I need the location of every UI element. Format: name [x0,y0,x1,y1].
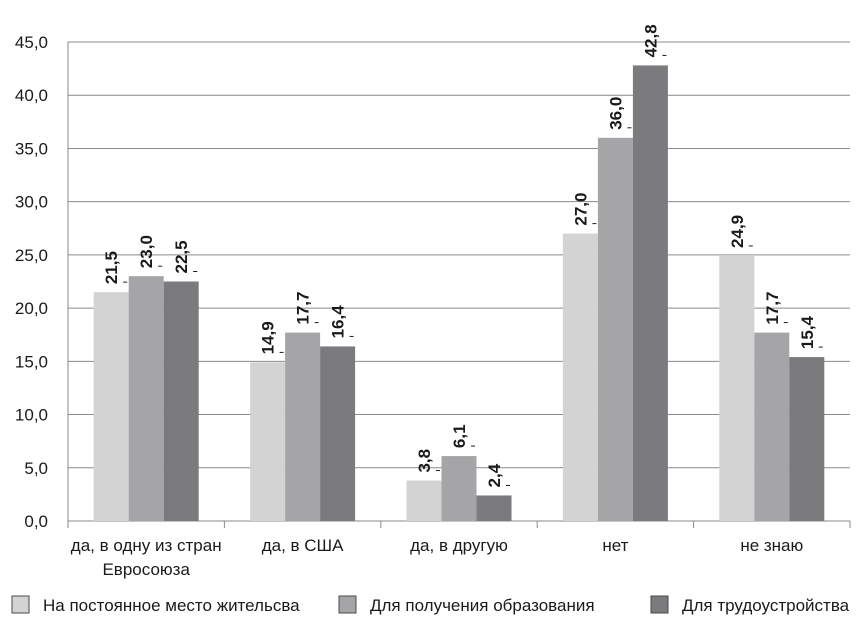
data-label: 17,7 [763,291,782,324]
legend-label: Для получения образования [370,596,595,615]
x-category-label: не знаю [740,536,803,555]
x-category-label: Евросоюза [102,560,190,579]
y-tick-label: 0,0 [24,512,48,531]
data-label: 22,5 [172,240,191,273]
bar [128,276,164,521]
bar [597,137,633,522]
y-tick-label: 25,0 [15,246,48,265]
data-label: 14,9 [259,321,278,354]
bar [285,332,321,521]
legend-swatch [11,595,30,614]
bar [250,362,286,521]
legend-label: На постоянное место жительсва [43,596,300,615]
y-tick-label: 10,0 [15,406,48,425]
x-category-label: нет [602,536,628,555]
y-tick-label: 40,0 [15,86,48,105]
data-label: 16,4 [329,305,348,339]
legend-swatch [338,595,357,614]
bar [562,233,598,521]
bar [93,292,129,521]
y-tick-label: 20,0 [15,299,48,318]
bar [441,456,477,521]
x-category-label: да, в другую [410,536,508,555]
legend-swatch [650,595,669,614]
y-tick-label: 45,0 [15,33,48,52]
bar [719,255,755,521]
data-label: 15,4 [798,315,817,349]
bar [163,281,199,521]
data-label: 21,5 [102,251,121,284]
y-tick-label: 35,0 [15,139,48,158]
bar [406,480,442,521]
y-tick-label: 5,0 [24,459,48,478]
bar [789,357,825,521]
data-label: 27,0 [571,193,590,226]
data-label: 17,7 [294,291,313,324]
x-category-label: да, в одну из стран [71,536,222,555]
data-label: 3,8 [415,449,434,473]
data-label: 2,4 [485,463,504,487]
data-label: 24,9 [728,215,747,248]
bar [632,65,668,521]
bar [320,346,356,521]
bar [754,332,790,521]
y-tick-label: 30,0 [15,193,48,212]
bar [476,495,512,521]
data-label: 23,0 [137,235,156,268]
x-category-label: да, в США [262,536,344,555]
data-label: 36,0 [606,97,625,130]
data-label: 42,8 [641,24,660,57]
legend-label: Для трудоустройства [682,596,850,615]
data-label: 6,1 [450,424,469,448]
y-tick-label: 15,0 [15,352,48,371]
